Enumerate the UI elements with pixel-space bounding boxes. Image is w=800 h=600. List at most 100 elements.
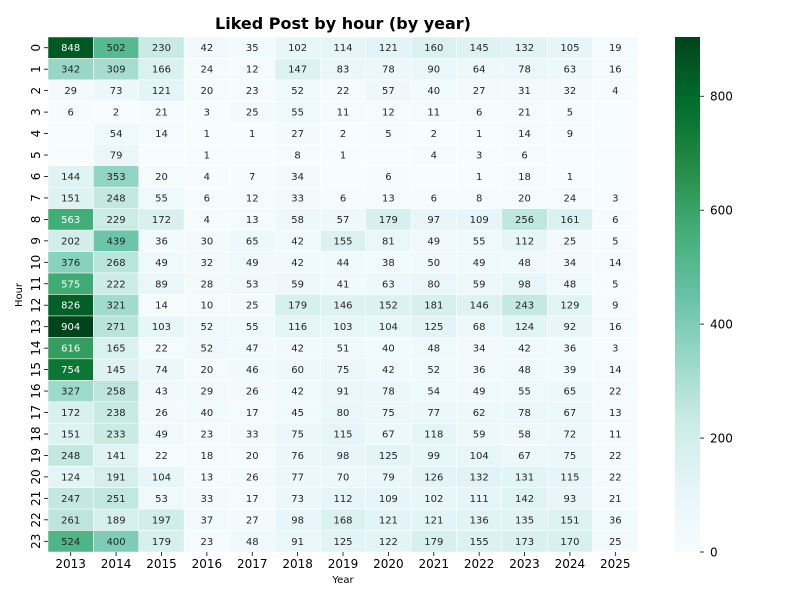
x-tick-label: 2024 bbox=[555, 557, 586, 571]
colorbar-tick-label: 200 bbox=[710, 432, 733, 446]
cell-value-label: 55 bbox=[473, 236, 486, 247]
y-tick-label: 8 bbox=[29, 216, 43, 224]
cell-value-label: 1 bbox=[340, 151, 346, 162]
heatmap-cell bbox=[411, 166, 456, 187]
heatmap-cell bbox=[593, 101, 638, 122]
cell-value-label: 142 bbox=[515, 494, 534, 505]
cell-value-label: 102 bbox=[424, 494, 443, 505]
x-tick-label: 2025 bbox=[600, 557, 631, 571]
x-tick-label: 2023 bbox=[509, 557, 540, 571]
cell-value-label: 321 bbox=[107, 301, 126, 312]
cell-value-label: 189 bbox=[107, 515, 126, 526]
cell-value-label: 45 bbox=[291, 408, 304, 419]
cell-value-label: 22 bbox=[609, 387, 622, 398]
cell-value-label: 53 bbox=[155, 494, 168, 505]
cell-value-label: 616 bbox=[61, 344, 80, 355]
cell-value-label: 233 bbox=[107, 429, 126, 440]
cell-value-label: 78 bbox=[518, 408, 531, 419]
cell-value-label: 93 bbox=[564, 494, 577, 505]
cell-value-label: 191 bbox=[107, 472, 126, 483]
cell-value-label: 197 bbox=[152, 515, 171, 526]
cell-value-label: 13 bbox=[200, 472, 213, 483]
cell-value-label: 19 bbox=[609, 43, 622, 54]
cell-value-label: 25 bbox=[246, 301, 259, 312]
cell-value-label: 121 bbox=[424, 515, 443, 526]
cell-value-label: 125 bbox=[424, 322, 443, 333]
cell-value-label: 98 bbox=[291, 515, 304, 526]
y-tick-label: 20 bbox=[29, 469, 43, 484]
cell-value-label: 103 bbox=[152, 322, 171, 333]
cell-value-label: 70 bbox=[337, 472, 350, 483]
cell-value-label: 51 bbox=[337, 344, 350, 355]
x-tick-label: 2013 bbox=[55, 557, 86, 571]
cell-value-label: 83 bbox=[337, 65, 350, 76]
cell-value-label: 9 bbox=[567, 129, 573, 140]
cell-value-label: 76 bbox=[291, 451, 304, 462]
cell-value-label: 165 bbox=[107, 344, 126, 355]
cell-value-label: 271 bbox=[107, 322, 126, 333]
cell-value-label: 261 bbox=[61, 515, 80, 526]
y-tick-label: 5 bbox=[29, 151, 43, 159]
cell-value-label: 151 bbox=[560, 515, 579, 526]
cell-value-label: 81 bbox=[382, 236, 395, 247]
cell-value-label: 5 bbox=[612, 236, 618, 247]
cell-value-label: 229 bbox=[107, 215, 126, 226]
cell-value-label: 4 bbox=[204, 215, 210, 226]
y-tick-label: 2 bbox=[29, 87, 43, 95]
cell-value-label: 103 bbox=[333, 322, 352, 333]
cell-value-label: 4 bbox=[204, 172, 210, 183]
cell-value-label: 27 bbox=[291, 129, 304, 140]
y-tick-label: 0 bbox=[29, 44, 43, 52]
y-tick-label: 21 bbox=[29, 491, 43, 506]
cell-value-label: 754 bbox=[61, 365, 80, 376]
cell-value-label: 49 bbox=[246, 258, 259, 269]
cell-value-label: 47 bbox=[246, 344, 259, 355]
cell-value-label: 12 bbox=[382, 108, 395, 119]
cell-value-label: 256 bbox=[515, 215, 534, 226]
cell-value-label: 40 bbox=[200, 408, 213, 419]
cell-value-label: 179 bbox=[379, 215, 398, 226]
x-tick-label: 2018 bbox=[282, 557, 313, 571]
cell-value-label: 23 bbox=[200, 537, 213, 548]
cell-value-label: 151 bbox=[61, 193, 80, 204]
cell-value-label: 65 bbox=[564, 387, 577, 398]
cell-value-label: 80 bbox=[337, 408, 350, 419]
cell-value-label: 132 bbox=[470, 472, 489, 483]
cell-value-label: 14 bbox=[155, 129, 168, 140]
cell-value-label: 258 bbox=[107, 387, 126, 398]
cell-value-label: 42 bbox=[291, 258, 304, 269]
cell-value-label: 30 bbox=[200, 236, 213, 247]
cell-value-label: 146 bbox=[333, 301, 352, 312]
cell-value-label: 145 bbox=[470, 43, 489, 54]
cell-value-label: 67 bbox=[382, 429, 395, 440]
cell-value-label: 11 bbox=[337, 108, 350, 119]
cell-value-label: 48 bbox=[427, 344, 440, 355]
cell-value-label: 342 bbox=[61, 65, 80, 76]
cell-value-label: 161 bbox=[560, 215, 579, 226]
cell-value-label: 67 bbox=[564, 408, 577, 419]
cell-value-label: 11 bbox=[609, 429, 622, 440]
cell-value-label: 48 bbox=[246, 537, 259, 548]
cell-value-label: 67 bbox=[518, 451, 531, 462]
y-tick-label: 6 bbox=[29, 173, 43, 181]
cell-value-label: 3 bbox=[204, 108, 210, 119]
y-axis-label: Hour bbox=[14, 282, 25, 307]
cell-value-label: 112 bbox=[333, 494, 352, 505]
cell-value-label: 166 bbox=[152, 65, 171, 76]
cell-value-label: 22 bbox=[155, 344, 168, 355]
cell-value-label: 247 bbox=[61, 494, 80, 505]
cell-value-label: 34 bbox=[291, 172, 304, 183]
cell-value-label: 172 bbox=[152, 215, 171, 226]
cell-value-label: 104 bbox=[470, 451, 489, 462]
cell-value-label: 24 bbox=[564, 193, 577, 204]
cell-value-label: 20 bbox=[200, 365, 213, 376]
cell-value-label: 172 bbox=[61, 408, 80, 419]
cell-value-label: 8 bbox=[294, 151, 300, 162]
cell-value-label: 98 bbox=[337, 451, 350, 462]
cell-value-label: 79 bbox=[382, 472, 395, 483]
cell-value-label: 230 bbox=[152, 43, 171, 54]
cell-value-label: 59 bbox=[473, 279, 486, 290]
cell-value-label: 16 bbox=[609, 322, 622, 333]
cell-value-label: 10 bbox=[200, 301, 213, 312]
y-tick-label: 3 bbox=[29, 108, 43, 116]
